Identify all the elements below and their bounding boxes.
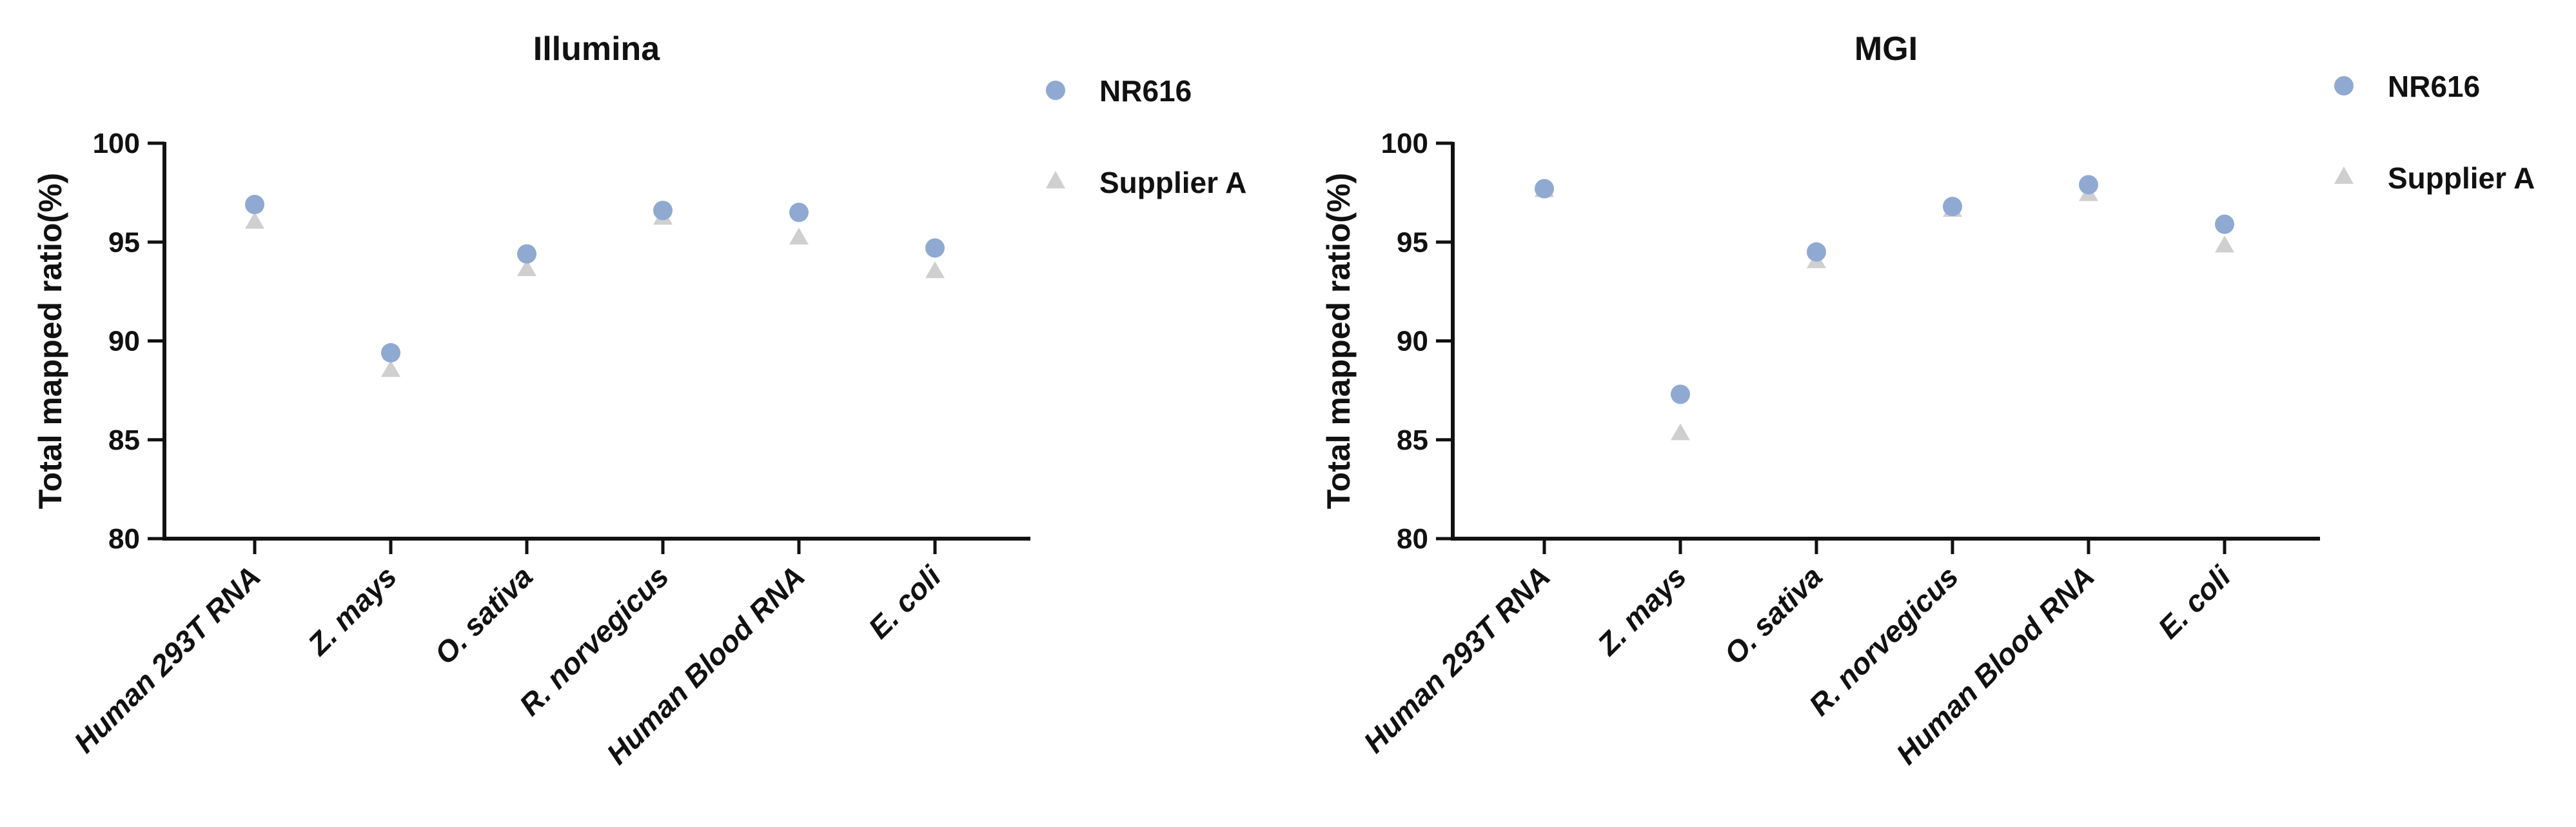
panel-2-point-nr616 bbox=[2079, 175, 2098, 195]
panel-2-point-supplier-a bbox=[2215, 235, 2234, 253]
panel-1-y-tick-label: 100 bbox=[93, 128, 140, 159]
panel-1-point-nr616 bbox=[789, 203, 809, 223]
panel-2-y-tick-label: 95 bbox=[1397, 226, 1428, 258]
panel-2-y-tick-label: 100 bbox=[1381, 128, 1428, 159]
panel-1-legend-label-supplier-a: Supplier A bbox=[1099, 166, 1246, 199]
panel-2-point-supplier-a bbox=[1671, 423, 1690, 441]
panel-2-point-nr616 bbox=[2215, 214, 2234, 234]
panel-2-y-axis-label: Total mapped ratio(%) bbox=[1321, 173, 1357, 509]
panel-2-legend-label-supplier-a: Supplier A bbox=[2388, 161, 2535, 195]
panel-1-x-tick-label: O. sativa bbox=[428, 559, 539, 670]
panel-2-point-nr616 bbox=[1943, 197, 1962, 217]
panel-2-x-tick-label: Human 293T RNA bbox=[1357, 559, 1557, 759]
panel-1-x-tick-label: Z. mays bbox=[300, 559, 403, 662]
panel-1-legend-marker-nr616 bbox=[1046, 81, 1065, 100]
panel-2-y-tick-label: 90 bbox=[1397, 326, 1428, 357]
panel-1-title: Illumina bbox=[533, 30, 661, 68]
panel-1-point-nr616 bbox=[925, 238, 945, 258]
panel-2-x-tick-label: O. sativa bbox=[1718, 559, 1829, 670]
panel-2-title: MGI bbox=[1854, 30, 1918, 68]
panel-1-point-supplier-a bbox=[789, 228, 809, 244]
panel-1-point-nr616 bbox=[245, 195, 264, 215]
panel-1-point-supplier-a bbox=[925, 261, 945, 279]
panel-2-y-tick-label: 85 bbox=[1397, 424, 1428, 456]
panel-1-y-tick-label: 85 bbox=[108, 424, 140, 456]
panel-2-point-nr616 bbox=[1535, 179, 1554, 199]
panel-1-point-nr616 bbox=[517, 244, 536, 264]
panel-1-x-tick-label: Human 293T RNA bbox=[67, 559, 267, 759]
panel-1-point-supplier-a bbox=[381, 360, 400, 377]
panel-1-point-supplier-a bbox=[245, 212, 264, 229]
panel-1-point-nr616 bbox=[381, 343, 400, 363]
panel-2-legend-marker-supplier-a bbox=[2334, 166, 2354, 184]
panel-1-point-supplier-a bbox=[517, 259, 536, 277]
panel-2-x-tick-label: Z. mays bbox=[1590, 559, 1693, 662]
panel-1-y-axis-label: Total mapped ratio(%) bbox=[32, 173, 68, 509]
panel-2-point-nr616 bbox=[1671, 384, 1690, 404]
panel-2-legend-marker-nr616 bbox=[2334, 76, 2354, 95]
panel-1-x-tick-label: E. coli bbox=[861, 559, 947, 644]
panel-1-legend-label-nr616: NR616 bbox=[1099, 74, 1192, 108]
panel-2-legend-label-nr616: NR616 bbox=[2388, 70, 2480, 103]
panel-1-point-nr616 bbox=[653, 201, 673, 221]
panel-1-y-tick-label: 80 bbox=[108, 523, 140, 555]
panel-1-legend-marker-supplier-a bbox=[1046, 171, 1065, 188]
panel-1-y-tick-label: 90 bbox=[108, 326, 140, 357]
panel-2-x-tick-label: E. coli bbox=[2151, 559, 2237, 644]
panel-2-y-tick-label: 80 bbox=[1397, 523, 1428, 555]
panel-2-point-nr616 bbox=[1807, 242, 1826, 262]
panel-1-y-tick-label: 95 bbox=[108, 226, 140, 258]
